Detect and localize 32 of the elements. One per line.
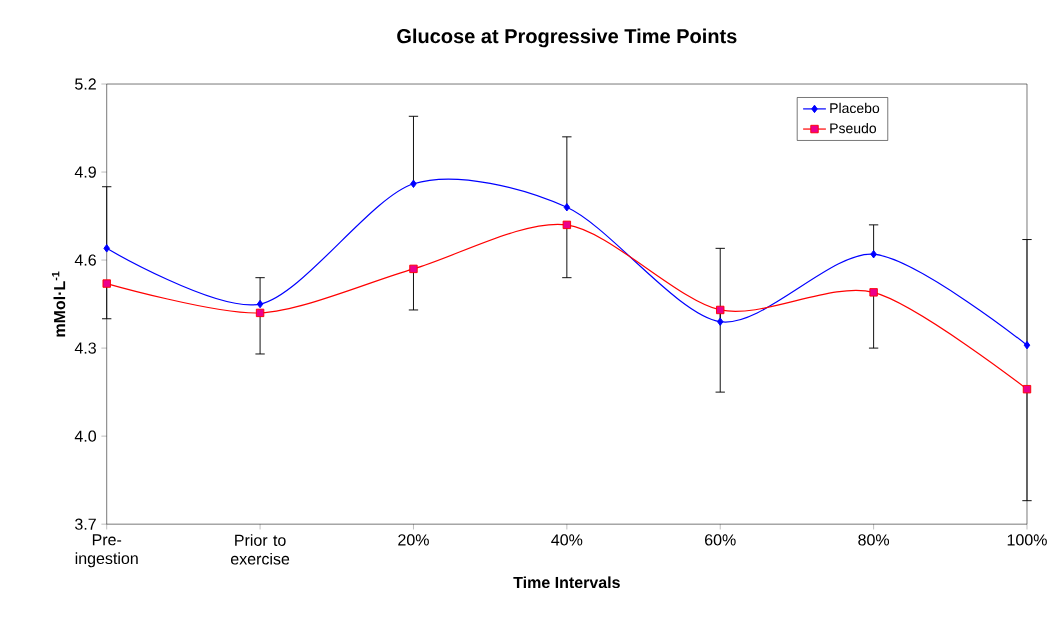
point xyxy=(563,202,571,212)
y-tick-label: 4.6 xyxy=(74,254,96,266)
point xyxy=(869,288,878,297)
point xyxy=(255,308,265,317)
point xyxy=(256,299,264,309)
point xyxy=(1023,340,1031,350)
y-axis-title: mMol·L$^{-1}$ xyxy=(51,271,66,337)
point xyxy=(562,220,572,229)
point xyxy=(102,279,111,288)
legend-label: Pseudo xyxy=(830,122,877,134)
x-tick-label: 60% xyxy=(705,534,736,546)
point xyxy=(716,305,725,315)
x-tick-label: 100% xyxy=(1007,534,1047,546)
x-tick-label: 20% xyxy=(398,534,429,546)
point xyxy=(716,317,724,326)
x-axis-title: Time Intervals xyxy=(513,576,620,589)
y-tick-label: 4.9 xyxy=(74,166,96,178)
x-tick-label: 80% xyxy=(858,534,890,546)
point xyxy=(870,249,877,259)
x-tick-label: Pre-ingestion xyxy=(75,534,138,568)
point xyxy=(410,179,417,188)
legend-label: Placebo xyxy=(830,102,880,114)
y-tick-label: 4.0 xyxy=(74,430,97,442)
point xyxy=(103,244,110,253)
point xyxy=(409,264,418,273)
chart-title: Glucose at Progressive Time Points xyxy=(397,28,737,48)
x-tick-label: 40% xyxy=(551,534,583,546)
x-tick-label: Prior to exercise xyxy=(230,534,290,565)
y-tick-label: 5.2 xyxy=(75,78,96,90)
y-tick-label: 3.7 xyxy=(75,518,96,530)
y-tick-label: 4.3 xyxy=(74,342,96,354)
point xyxy=(1022,384,1032,394)
